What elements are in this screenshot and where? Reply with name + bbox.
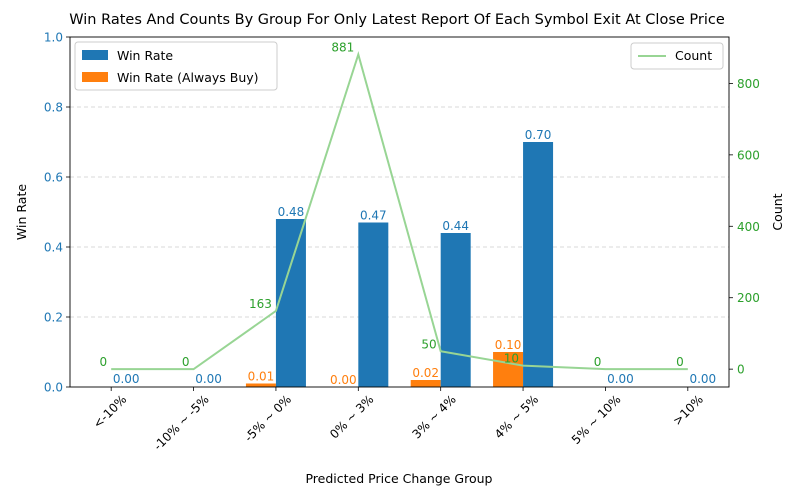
y-axis-label: Win Rate	[14, 184, 29, 240]
y-tick-label: 1.0	[44, 31, 63, 45]
x-tick-label: 3% ~ 4%	[409, 392, 458, 441]
data-label-count: 10	[504, 352, 519, 366]
y2-axis-label: Count	[770, 193, 785, 230]
bar-win-rate	[440, 233, 471, 387]
data-label-count: 881	[331, 41, 354, 55]
y2-tick-label: 200	[737, 291, 760, 305]
y2-tick-label: 600	[737, 148, 760, 162]
data-label-count: 0	[182, 355, 190, 369]
legend-label-win-rate: Win Rate	[117, 48, 173, 63]
data-label-win-rate-always-buy: 0.10	[495, 338, 522, 352]
data-label-win-rate: 0.44	[442, 219, 469, 233]
y-tick-label: 0.0	[44, 381, 63, 395]
x-tick-label: <-10%	[90, 392, 129, 431]
data-label-win-rate: 0.48	[278, 205, 305, 219]
legend-label-count: Count	[675, 48, 712, 63]
data-label-win-rate-always-buy: 0.02	[412, 366, 439, 380]
plot-frame	[69, 36, 730, 388]
grid	[70, 106, 729, 318]
data-label-count: 50	[421, 337, 436, 351]
y2-tick-label: 0	[737, 363, 745, 377]
x-tick-label: >10%	[670, 392, 706, 428]
data-label-win-rate: 0.00	[607, 372, 634, 386]
data-label-count: 0	[100, 355, 108, 369]
data-label-win-rate: 0.70	[525, 128, 552, 142]
data-label-count: 0	[676, 355, 684, 369]
data-label-count: 163	[249, 297, 272, 311]
bar-win-rate-always-buy	[245, 383, 276, 387]
bar-win-rate-always-buy	[493, 352, 524, 387]
y-tick-label: 0.8	[44, 101, 63, 115]
y2-tick-label: 400	[737, 220, 760, 234]
data-label-win-rate-always-buy: 0.01	[248, 370, 275, 384]
axes: 0.0 0.2 0.4 0.6 0.8 1.0 0 200 400 600 800 <-10% -10%…	[44, 31, 760, 454]
y-tick-label: 0.6	[44, 171, 63, 185]
legend-swatch-win-rate-always-buy	[82, 72, 108, 82]
x-tick-label: 5% ~ 10%	[569, 392, 624, 447]
data-label-win-rate: 0.00	[689, 372, 716, 386]
x-tick-label: 4% ~ 5%	[492, 392, 541, 441]
legend-left: Win Rate Win Rate (Always Buy)	[74, 41, 278, 91]
x-tick-label: -10% ~ -5%	[151, 392, 212, 453]
data-labels: 0.00 0.00 0.01 0.48 0.00 0.47 0.02 0.44 0.10 0.70…	[100, 41, 717, 388]
y2-tick-label: 800	[737, 77, 760, 91]
data-label-win-rate: 0.00	[195, 372, 222, 386]
data-label-count: 0	[594, 355, 602, 369]
bar-win-rate	[523, 142, 554, 387]
data-label-win-rate: 0.00	[113, 372, 140, 386]
x-tick-label: 0% ~ 3%	[327, 392, 376, 441]
count-line-layer	[111, 51, 688, 371]
bar-win-rate-always-buy	[410, 380, 441, 387]
bars	[245, 142, 554, 387]
y-tick-label: 0.4	[44, 241, 63, 255]
legend-right: Count	[630, 42, 724, 70]
bar-win-rate	[275, 219, 306, 387]
data-label-win-rate-always-buy: 0.00	[330, 373, 357, 387]
bar-win-rate	[358, 222, 389, 387]
legend-label-win-rate-always-buy: Win Rate (Always Buy)	[117, 70, 259, 85]
y-tick-label: 0.2	[44, 311, 63, 325]
chart-title: Win Rates And Counts By Group For Only L…	[69, 12, 725, 28]
x-axis-label: Predicted Price Change Group	[305, 471, 492, 486]
legend-swatch-win-rate	[82, 50, 108, 60]
x-tick-label: -5% ~ 0%	[242, 392, 294, 444]
count-line	[111, 51, 688, 371]
data-label-win-rate: 0.47	[360, 209, 387, 223]
